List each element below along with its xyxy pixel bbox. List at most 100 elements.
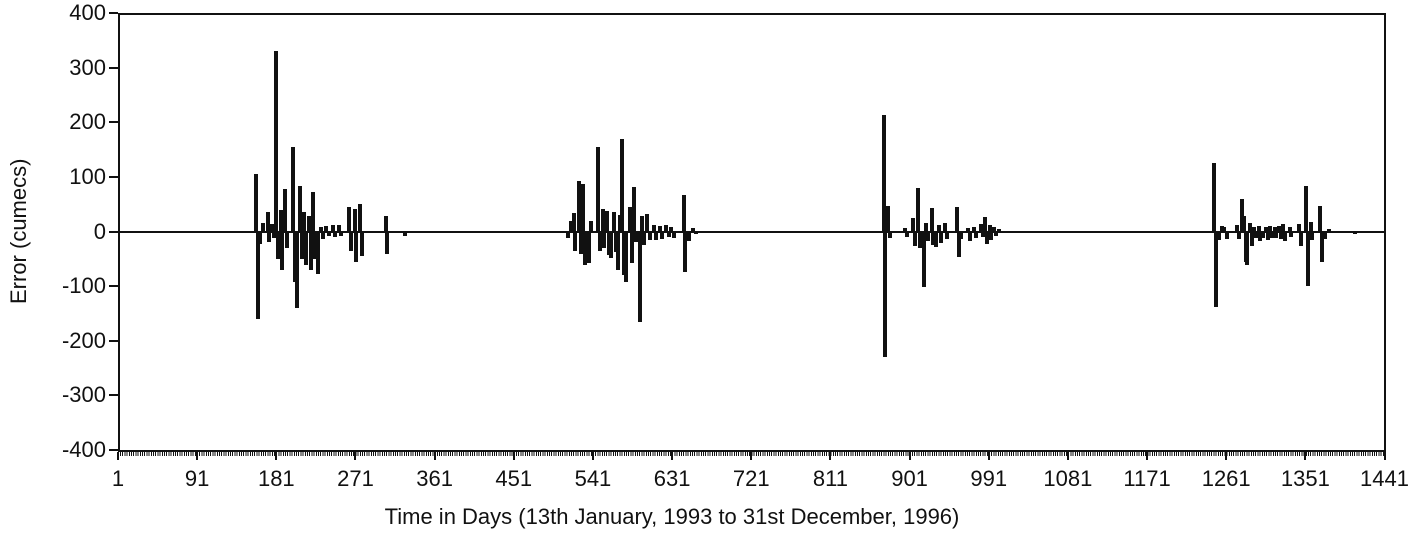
x-axis-tick xyxy=(987,452,990,460)
error-bar xyxy=(959,231,964,239)
error-bar xyxy=(691,228,696,232)
error-bar xyxy=(357,203,362,232)
error-bar xyxy=(669,227,674,232)
x-tick-label: 1171 xyxy=(1123,466,1171,491)
error-bar xyxy=(402,231,407,236)
error-bar xyxy=(1240,198,1245,232)
error-bar xyxy=(693,231,698,235)
error-bar xyxy=(1353,231,1358,234)
error-bar xyxy=(276,231,281,259)
x-tick-label: 1 xyxy=(111,466,125,491)
error-bar xyxy=(978,224,983,232)
error-bar xyxy=(1287,227,1292,232)
x-axis-tick xyxy=(1066,452,1069,460)
error-bar xyxy=(637,231,642,323)
y-tick-label: 400 xyxy=(69,0,106,25)
error-bar xyxy=(629,231,634,264)
error-bar xyxy=(589,220,594,232)
x-axis-tick xyxy=(117,452,119,460)
error-bar xyxy=(924,223,929,232)
error-bar xyxy=(602,231,607,249)
error-bar xyxy=(315,231,320,274)
error-bar xyxy=(1283,231,1288,241)
x-tick-label: 541 xyxy=(574,466,612,491)
error-bar xyxy=(1247,223,1252,232)
error-bar xyxy=(324,226,329,232)
x-tick-label: 91 xyxy=(184,466,210,491)
error-bar xyxy=(1305,231,1310,287)
error-bar xyxy=(1281,224,1286,232)
error-bar xyxy=(566,231,571,239)
error-bar xyxy=(1268,226,1273,232)
y-tick-label: -400 xyxy=(61,437,106,462)
y-axis-tick xyxy=(109,121,118,124)
error-bar xyxy=(306,215,311,232)
x-tick-label: 181 xyxy=(257,466,295,491)
x-axis-tick xyxy=(1225,452,1228,460)
error-bar xyxy=(993,231,998,237)
x-tick-label: 721 xyxy=(732,466,770,491)
error-bar xyxy=(683,231,688,272)
error-bar xyxy=(347,206,352,232)
error-bar xyxy=(627,207,632,232)
error-bar xyxy=(609,231,614,259)
error-bar xyxy=(1234,224,1239,232)
error-bar xyxy=(280,231,285,271)
error-bar xyxy=(1289,231,1294,237)
error-bar xyxy=(681,194,686,232)
error-bar xyxy=(903,227,908,232)
error-bar xyxy=(278,209,283,232)
x-tick-label: 991 xyxy=(970,466,1008,491)
y-tick-label: 300 xyxy=(69,54,106,80)
error-bar xyxy=(1249,231,1254,246)
x-axis-tick xyxy=(1146,452,1149,460)
error-bar xyxy=(944,231,949,239)
error-bar xyxy=(597,231,602,251)
error-bar xyxy=(1308,222,1313,232)
error-bar xyxy=(1278,231,1283,239)
error-bar xyxy=(271,231,276,239)
error-bar xyxy=(929,208,934,232)
x-tick-label: 811 xyxy=(812,466,848,491)
x-axis-tick xyxy=(1383,452,1386,460)
error-bar xyxy=(1254,231,1259,239)
x-axis-title: Time in Days (13th January, 1993 to 31st… xyxy=(384,504,960,529)
error-bar xyxy=(269,223,274,232)
x-tick-label: 451 xyxy=(495,466,533,491)
y-axis-tick xyxy=(109,339,118,342)
error-bar xyxy=(983,217,988,232)
y-axis-tick xyxy=(109,394,118,397)
error-bar xyxy=(663,224,668,232)
error-bar xyxy=(882,115,887,232)
error-bar xyxy=(1258,231,1263,241)
error-bar xyxy=(955,207,960,232)
error-bar xyxy=(274,51,279,232)
error-bar xyxy=(989,231,994,240)
error-bar xyxy=(327,231,332,236)
x-axis-tick xyxy=(750,452,753,460)
error-bar xyxy=(339,231,344,237)
error-bar xyxy=(619,138,624,232)
error-bar xyxy=(651,225,656,232)
error-bar xyxy=(641,231,646,246)
y-tick-label: 0 xyxy=(93,218,106,244)
error-bar xyxy=(265,212,270,232)
error-bar xyxy=(1272,226,1277,232)
error-bar xyxy=(333,231,338,237)
error-bar xyxy=(666,231,671,237)
error-bar xyxy=(302,212,307,232)
error-bar xyxy=(352,208,357,232)
error-bar xyxy=(1298,231,1303,246)
error-bar xyxy=(1318,206,1323,232)
error-bar xyxy=(568,220,573,232)
error-bar xyxy=(1310,231,1315,240)
x-tick-label: 1081 xyxy=(1043,466,1093,491)
error-bar xyxy=(888,231,893,239)
error-bar xyxy=(311,192,316,232)
error-bar xyxy=(295,231,300,308)
error-bar xyxy=(1322,231,1327,240)
error-bar xyxy=(686,231,691,242)
error-bar xyxy=(1304,185,1309,232)
error-bar xyxy=(1269,231,1274,238)
